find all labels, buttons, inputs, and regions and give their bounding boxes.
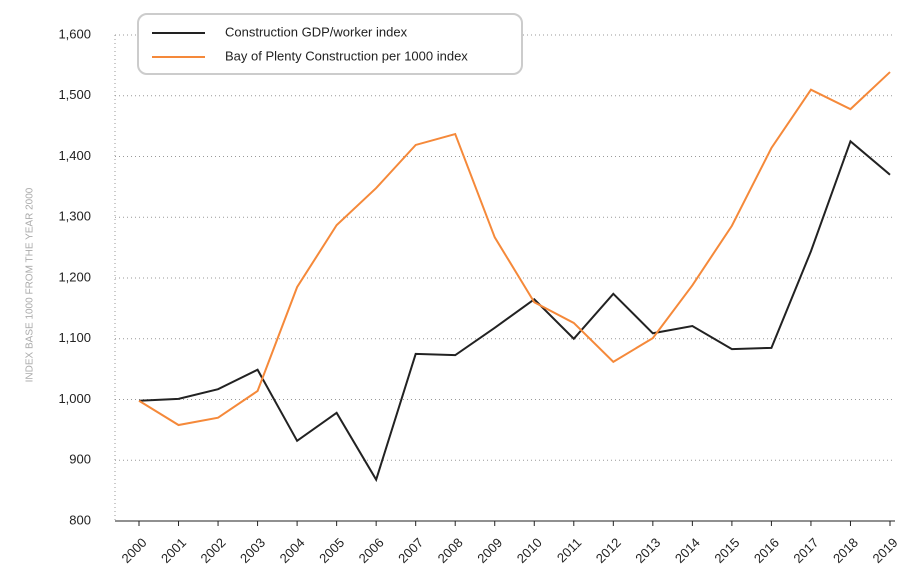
x-tick-label: 2017: [790, 535, 821, 566]
x-tick-label: 2002: [198, 535, 229, 566]
x-tick-label: 2006: [356, 535, 387, 566]
y-tick-label: 1,100: [58, 330, 91, 345]
legend-label: Construction GDP/worker index: [225, 24, 408, 39]
y-tick-label: 1,000: [58, 391, 91, 406]
x-tick-label: 2003: [237, 535, 268, 566]
x-tick-label: 2018: [830, 535, 861, 566]
y-tick-label: 1,300: [58, 209, 91, 224]
y-axis-label: INDEX BASE 1000 FROM THE YEAR 2000: [25, 187, 36, 382]
x-tick-label: 2014: [672, 535, 703, 566]
y-tick-label: 1,400: [58, 148, 91, 163]
x-tick-label: 2000: [118, 535, 149, 566]
x-tick-label: 2011: [554, 535, 584, 565]
series-line: [138, 71, 891, 427]
x-tick-label: 2016: [751, 535, 782, 566]
x-tick-label: 2009: [474, 535, 505, 566]
x-tick-label: 2015: [711, 535, 742, 566]
x-tick-label: 2005: [316, 535, 347, 566]
x-tick-label: 2007: [395, 535, 426, 566]
x-tick-label: 2010: [514, 535, 545, 566]
x-tick-label: 2012: [593, 535, 624, 566]
y-tick-label: 900: [69, 452, 91, 467]
x-tick-label: 2013: [632, 535, 663, 566]
x-tick-label: 2019: [869, 535, 900, 566]
y-tick-label: 1,200: [58, 269, 91, 284]
x-tick-label: 2001: [158, 535, 189, 566]
series-line: [138, 139, 891, 483]
legend-label: Bay of Plenty Construction per 1000 inde…: [225, 48, 468, 63]
legend-box: [137, 13, 523, 75]
y-tick-label: 800: [69, 512, 91, 527]
y-tick-label: 1,500: [58, 87, 91, 102]
x-tick-label: 2008: [435, 535, 466, 566]
x-tick-label: 2004: [277, 535, 308, 566]
y-tick-label: 1,600: [58, 26, 91, 41]
